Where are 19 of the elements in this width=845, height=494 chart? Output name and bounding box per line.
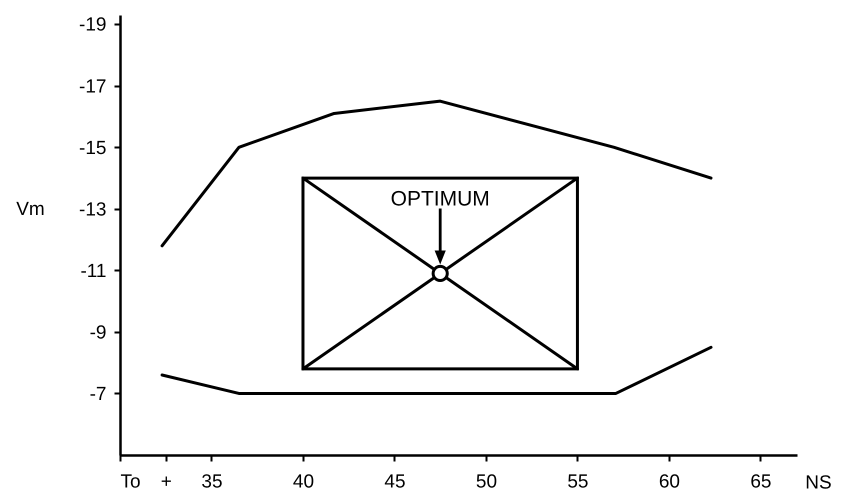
y-tick-label: -17 <box>79 76 106 98</box>
y-tick-label: -13 <box>79 199 106 220</box>
y-axis-title: Vm <box>16 199 45 220</box>
annotation: OPTIMUM <box>390 187 490 210</box>
x-tick-label: 45 <box>384 472 406 492</box>
x-axis-title: NS <box>805 472 832 494</box>
x-tick-label: To <box>120 472 141 492</box>
x-tick-label: + <box>160 472 172 492</box>
y-tick-label: -9 <box>90 322 106 344</box>
x-tick-label: 60 <box>658 472 680 492</box>
x-tick-label: 40 <box>292 472 314 492</box>
y-tick-label: -7 <box>90 384 106 405</box>
y-tick-label: -11 <box>80 260 106 282</box>
x-tick-label: 50 <box>476 472 498 492</box>
y-tick-label: -15 <box>79 138 106 159</box>
x-tick-label: 65 <box>750 472 772 492</box>
x-tick-label: 55 <box>567 472 589 492</box>
x-tick-label: 35 <box>201 472 223 492</box>
y-tick-label: -19 <box>79 14 106 36</box>
